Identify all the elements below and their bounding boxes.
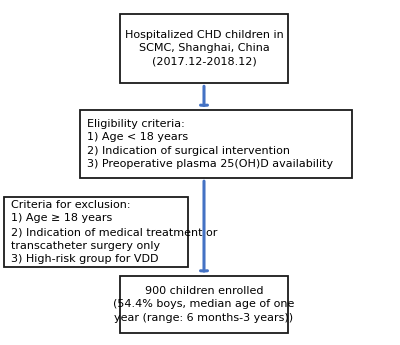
FancyBboxPatch shape [4, 197, 188, 267]
Text: Criteria for exclusion:
1) Age ≥ 18 years
2) Indication of medical treatment or
: Criteria for exclusion: 1) Age ≥ 18 year… [11, 200, 218, 264]
FancyBboxPatch shape [120, 14, 288, 83]
Text: Hospitalized CHD children in
SCMC, Shanghai, China
(2017.12-2018.12): Hospitalized CHD children in SCMC, Shang… [125, 30, 283, 67]
Text: Eligibility criteria:
1) Age < 18 years
2) Indication of surgical intervention
3: Eligibility criteria: 1) Age < 18 years … [87, 119, 333, 169]
FancyBboxPatch shape [80, 110, 352, 178]
FancyBboxPatch shape [120, 276, 288, 333]
Text: 900 children enrolled
(54.4% boys, median age of one
year (range: 6 months-3 yea: 900 children enrolled (54.4% boys, media… [113, 286, 295, 323]
